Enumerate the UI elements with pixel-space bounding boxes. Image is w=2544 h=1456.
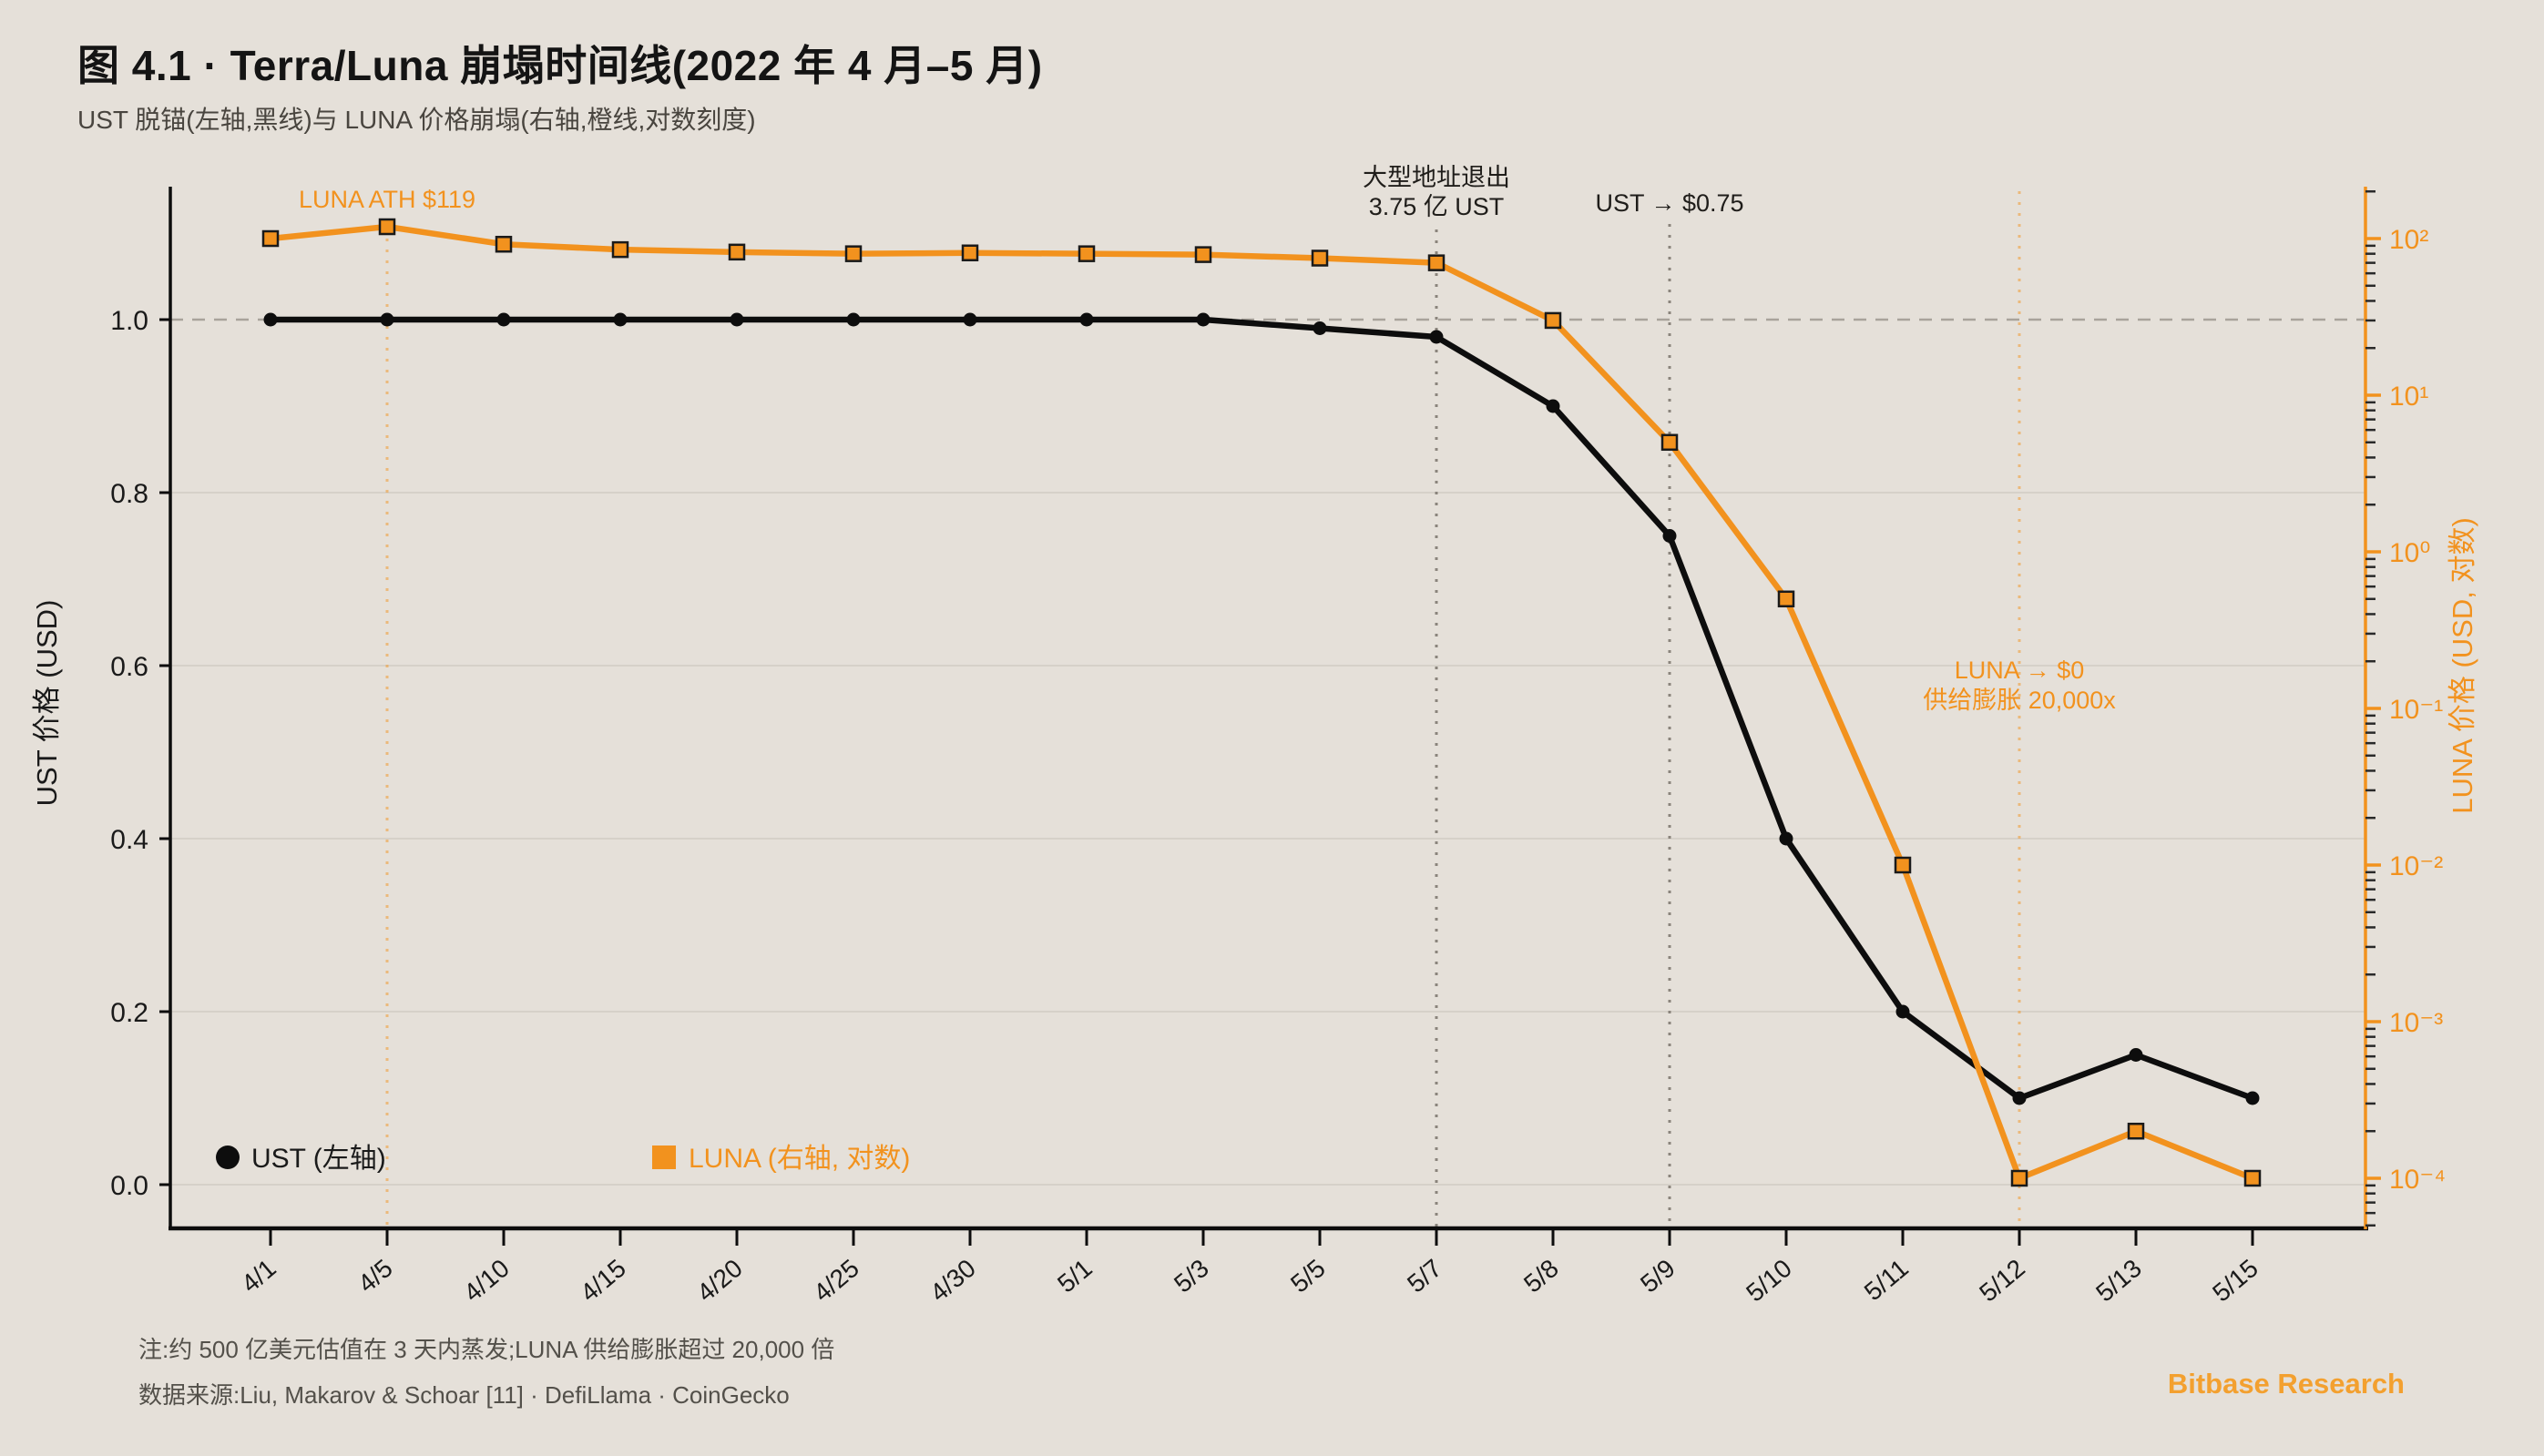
right-tick-label: 10⁰ xyxy=(2389,538,2430,568)
ust-point xyxy=(496,312,511,327)
right-tick-label: 10² xyxy=(2389,225,2428,255)
brand-wordmark: Bitbase Research xyxy=(2167,1368,2405,1400)
ust-point xyxy=(263,312,278,327)
data-source: 数据来源:Liu, Makarov & Schoar [11] · DefiLl… xyxy=(138,1381,790,1409)
luna-point xyxy=(495,235,513,253)
ust-markers xyxy=(263,312,2260,1105)
luna-point xyxy=(1194,246,1212,263)
left-tick-label: 0.6 xyxy=(110,652,148,682)
luna-point xyxy=(961,244,979,261)
left-tick-label: 0.0 xyxy=(110,1171,148,1201)
annotation-whale-exit: 大型地址退出 xyxy=(1363,164,1510,191)
luna-markers xyxy=(261,218,2262,1187)
chart-footnote: 注:约 500 亿美元估值在 3 天内蒸发;LUNA 供给膨胀超过 20,000… xyxy=(138,1336,835,1363)
luna-point xyxy=(844,245,863,262)
ust-point xyxy=(1546,399,1560,413)
ust-point xyxy=(963,312,977,327)
x-tick-label: 4/20 xyxy=(691,1254,748,1308)
right-tick-label: 10⁻¹ xyxy=(2389,695,2443,725)
luna-line xyxy=(270,223,2254,1182)
x-tick-label: 5/12 xyxy=(1974,1254,2030,1308)
annotation-whale-exit: 3.75 亿 UST xyxy=(1369,193,1505,220)
luna-point xyxy=(2127,1122,2145,1140)
x-tick-label: 5/1 xyxy=(1052,1254,1098,1298)
left-tick-label: 0.2 xyxy=(110,998,148,1028)
ust-point xyxy=(1429,330,1444,344)
ust-line xyxy=(271,316,2254,1102)
annotation-luna-zero: LUNA → $0 xyxy=(1955,657,2085,684)
ust-point xyxy=(1196,312,1211,327)
ust-point xyxy=(1079,312,1094,327)
luna-point xyxy=(1427,254,1446,271)
legend-ust-marker xyxy=(216,1145,240,1169)
right-tick-label: 10¹ xyxy=(2389,382,2428,412)
horizontal-gridlines xyxy=(170,191,2365,1227)
right-tick-label: 10⁻² xyxy=(2389,851,2443,881)
luna-point xyxy=(1078,245,1096,262)
luna-point xyxy=(261,229,280,248)
luna-point xyxy=(728,243,746,261)
ust-point xyxy=(2129,1048,2143,1062)
x-tick-label: 5/15 xyxy=(2207,1254,2263,1308)
ust-point xyxy=(2245,1091,2260,1105)
left-axis: 0.0 0.2 0.4 0.6 0.8 1.0 xyxy=(110,306,170,1201)
luna-point xyxy=(2010,1169,2028,1187)
left-tick-label: 0.4 xyxy=(110,825,148,855)
x-tick-label: 4/30 xyxy=(925,1254,981,1308)
luna-point xyxy=(378,218,396,236)
x-tick-label: 5/3 xyxy=(1169,1254,1214,1298)
legend-luna-marker xyxy=(652,1145,676,1169)
x-tick-label: 5/11 xyxy=(1859,1254,1914,1306)
x-tick-label: 5/8 xyxy=(1518,1254,1564,1298)
right-axis-title: LUNA 价格 (USD, 对数) xyxy=(2447,517,2478,814)
x-tick-label: 4/10 xyxy=(458,1254,515,1308)
left-tick-label: 0.8 xyxy=(110,479,148,509)
x-tick-label: 5/9 xyxy=(1635,1254,1681,1298)
ust-point xyxy=(1779,831,1793,846)
ust-point xyxy=(1662,529,1677,543)
ust-point xyxy=(1313,321,1327,335)
x-tick-label: 5/10 xyxy=(1741,1254,1797,1308)
luna-point xyxy=(1894,856,1912,874)
x-tick-label: 4/1 xyxy=(236,1254,281,1298)
x-tick-label: 4/15 xyxy=(575,1254,631,1308)
legend: UST (左轴) LUNA (右轴, 对数) xyxy=(216,1144,910,1174)
ust-point xyxy=(613,312,628,327)
ust-point xyxy=(2012,1091,2027,1105)
luna-point xyxy=(1660,433,1679,452)
luna-point xyxy=(1311,249,1329,267)
x-tick-label: 5/7 xyxy=(1402,1254,1447,1298)
left-axis-title: UST 价格 (USD) xyxy=(31,600,63,807)
legend-ust-label: UST (左轴) xyxy=(251,1144,386,1174)
x-tick-label: 5/13 xyxy=(2090,1254,2147,1308)
luna-point xyxy=(611,240,629,259)
figure-title: 图 4.1 · Terra/Luna 崩塌时间线(2022 年 4 月–5 月) xyxy=(77,42,1043,89)
x-tick-label: 5/5 xyxy=(1285,1254,1331,1298)
right-axis: 10² 10¹ 10⁰ 10⁻¹ 10⁻² 10⁻³ 10⁻⁴ xyxy=(2365,189,2446,1227)
luna-point xyxy=(2243,1169,2262,1187)
x-tick-label: 4/5 xyxy=(352,1254,398,1298)
annotation-luna-zero: 供给膨胀 20,000x xyxy=(1923,687,2116,714)
right-tick-label: 10⁻³ xyxy=(2389,1008,2443,1038)
figure-subtitle: UST 脱锚(左轴,黑线)与 LUNA 价格崩塌(右轴,橙线,对数刻度) xyxy=(77,106,756,134)
legend-luna-label: LUNA (右轴, 对数) xyxy=(689,1144,910,1174)
left-tick-label: 1.0 xyxy=(110,306,148,336)
annotation-ust-depeg: UST → $0.75 xyxy=(1595,189,1743,217)
ust-point xyxy=(1895,1004,1910,1019)
luna-point xyxy=(1777,590,1795,608)
ust-point xyxy=(380,312,394,327)
right-tick-label: 10⁻⁴ xyxy=(2389,1165,2446,1195)
luna-point xyxy=(1544,311,1562,330)
x-axis: 4/1 4/5 4/10 4/15 4/20 4/25 4/30 5/1 5/3 5/5 5/7 5/… xyxy=(236,1230,2263,1308)
ust-point xyxy=(730,312,744,327)
x-tick-label: 4/25 xyxy=(808,1254,864,1308)
annotation-luna-ath: LUNA ATH $119 xyxy=(299,186,475,213)
ust-point xyxy=(846,312,861,327)
